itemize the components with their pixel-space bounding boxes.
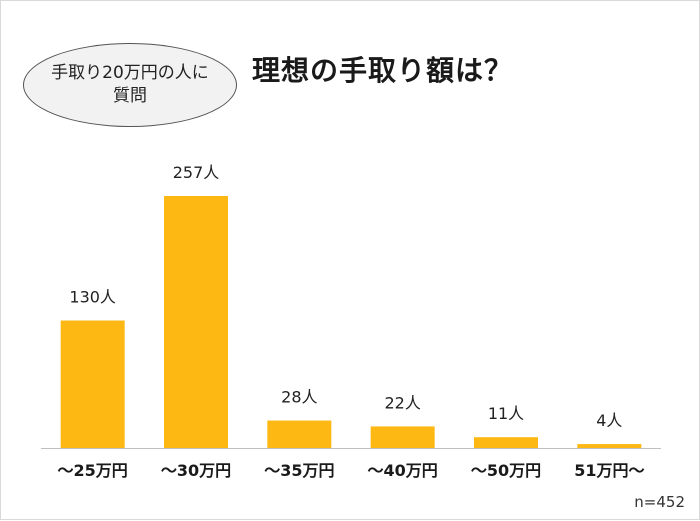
category-label-1: ～30万円 [161, 461, 231, 480]
data-label-1: 257人 [173, 163, 220, 182]
data-label-2: 28人 [281, 388, 317, 407]
chart-title: 理想の手取り額は？ [252, 54, 514, 87]
bubble-line-1: 手取り20万円の人に [51, 63, 209, 83]
bar-1 [164, 196, 228, 448]
category-label-5: 51万円～ [574, 461, 644, 480]
data-label-5: 4人 [596, 411, 622, 430]
bar-3 [370, 426, 435, 448]
sample-size-note: n=452 [634, 493, 685, 511]
category-label-3: ～40万円 [368, 461, 438, 480]
category-label-2: ～35万円 [264, 461, 334, 480]
bar-0 [60, 320, 125, 448]
bar-4 [474, 437, 538, 448]
category-label-0: ～25万円 [58, 461, 128, 480]
question-bubble: 手取り20万円の人に 質問 [23, 43, 237, 127]
data-label-3: 22人 [384, 393, 420, 412]
data-label-0: 130人 [69, 288, 116, 307]
bar-5 [577, 444, 642, 448]
data-label-4: 11人 [488, 404, 524, 423]
bubble-line-2: 質問 [113, 86, 147, 106]
category-label-4: ～50万円 [471, 461, 541, 480]
bar-2 [267, 420, 332, 448]
